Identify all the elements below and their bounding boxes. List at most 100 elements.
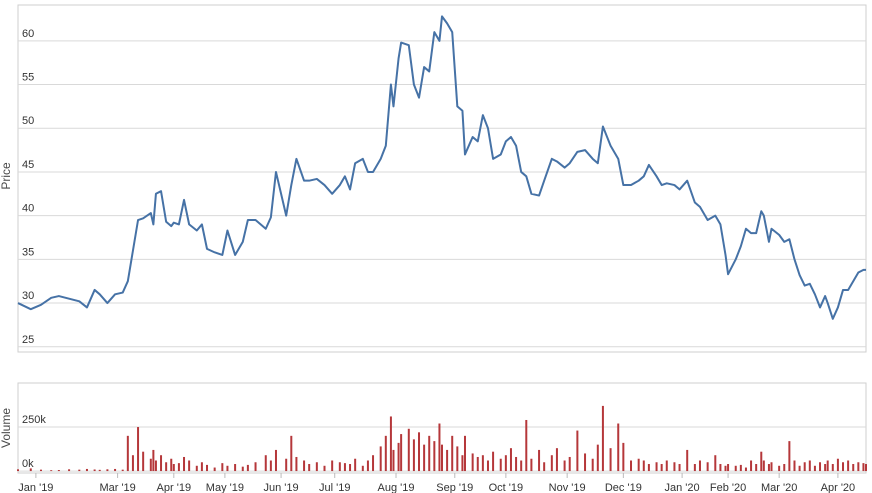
volume-bar xyxy=(865,464,867,472)
volume-bar xyxy=(819,462,822,472)
volume-bar xyxy=(114,468,117,472)
volume-bar xyxy=(400,434,403,472)
volume-bar xyxy=(149,458,152,472)
volume-bar xyxy=(824,464,827,472)
volume-bar xyxy=(68,469,71,472)
volume-bar xyxy=(338,462,341,472)
x-tick-label: Apr '20 xyxy=(821,482,856,493)
volume-bar xyxy=(354,458,357,472)
volume-bar xyxy=(601,405,604,472)
volume-bar xyxy=(142,451,145,472)
volume-bar xyxy=(379,446,382,472)
volume-bar xyxy=(446,449,449,472)
volume-bar xyxy=(647,464,650,472)
volume-bar xyxy=(121,469,124,472)
volume-bar xyxy=(798,465,801,472)
x-tick-label: Feb '20 xyxy=(710,482,746,493)
volume-bar xyxy=(463,435,466,472)
volume-bar xyxy=(665,460,668,472)
volume-bar xyxy=(195,465,198,472)
volume-bar xyxy=(520,460,523,472)
volume-bar xyxy=(750,460,753,472)
volume-bar xyxy=(642,460,645,472)
volume-bar xyxy=(349,464,352,472)
volume-bar xyxy=(407,428,410,472)
volume-bar xyxy=(254,462,257,472)
volume-bar xyxy=(433,441,436,472)
volume-bar xyxy=(591,458,594,472)
volume-bar xyxy=(568,456,571,472)
volume-bar xyxy=(762,460,765,472)
volume-bar xyxy=(372,455,375,472)
x-tick-label: Aug '19 xyxy=(378,482,415,493)
volume-bar xyxy=(50,470,53,472)
volume-bar xyxy=(29,468,32,472)
volume-bar xyxy=(93,469,96,472)
volume-bar xyxy=(188,460,191,472)
y-axis-title: Volume xyxy=(0,408,13,448)
volume-bar xyxy=(630,460,633,472)
volume-bar xyxy=(767,464,770,472)
volume-bar xyxy=(285,458,288,472)
volume-bar xyxy=(392,449,395,472)
volume-bar xyxy=(274,449,277,472)
volume-bar xyxy=(154,460,157,472)
volume-bar xyxy=(226,465,229,472)
volume-bar xyxy=(200,462,203,472)
volume-bar xyxy=(609,448,612,472)
volume-bar xyxy=(98,469,101,472)
volume-bar xyxy=(857,462,860,472)
volume-bar xyxy=(788,441,791,472)
volume-bar xyxy=(441,444,443,472)
volume-bar xyxy=(576,430,579,472)
y-tick-label: 45 xyxy=(22,159,34,171)
volume-bar xyxy=(428,435,431,472)
volume-bar xyxy=(525,419,528,472)
volume-bar xyxy=(366,460,369,472)
volume-bar xyxy=(295,456,298,472)
y-tick-label: 60 xyxy=(22,28,34,40)
volume-bar xyxy=(555,448,558,472)
volume-bar xyxy=(213,467,216,472)
price-panel xyxy=(17,4,867,353)
volume-bar xyxy=(584,453,587,472)
volume-bar xyxy=(412,439,415,472)
volume-bar xyxy=(183,456,186,472)
volume-bar xyxy=(418,432,421,472)
volume-bar xyxy=(734,465,737,472)
x-tick-label: Sep '19 xyxy=(436,482,473,493)
volume-bar xyxy=(384,435,387,472)
volume-bar xyxy=(471,453,474,472)
volume-bar xyxy=(622,442,625,472)
x-tick-label: Mar '20 xyxy=(761,482,797,493)
volume-bar xyxy=(499,458,502,472)
y-tick-label: 35 xyxy=(22,246,34,258)
y-tick-label: 30 xyxy=(22,290,34,302)
volume-bar xyxy=(137,427,140,472)
volume-bar xyxy=(17,469,19,472)
volume-bar xyxy=(39,469,42,472)
volume-bar xyxy=(852,464,855,472)
volume-bar xyxy=(234,464,237,472)
volume-bar xyxy=(808,460,811,472)
volume-bar xyxy=(673,462,676,472)
volume-bar xyxy=(126,435,129,472)
volume-bar xyxy=(693,464,696,472)
volume-bar xyxy=(476,456,479,472)
volume-bar xyxy=(655,462,658,472)
volume-bar xyxy=(698,460,701,472)
volume-bar xyxy=(596,444,599,472)
volume-bar xyxy=(770,462,773,472)
volume-bar xyxy=(131,455,134,472)
volume-bar xyxy=(165,462,168,472)
volume-bar xyxy=(862,463,865,472)
volume-bar xyxy=(106,469,109,472)
x-tick-label: Dec '19 xyxy=(605,482,642,493)
volume-bar xyxy=(160,455,163,472)
volume-bar xyxy=(706,462,709,472)
y-tick-label: 40 xyxy=(22,203,34,215)
volume-bar xyxy=(686,449,689,472)
price-line xyxy=(17,15,866,320)
volume-bar xyxy=(719,464,722,472)
